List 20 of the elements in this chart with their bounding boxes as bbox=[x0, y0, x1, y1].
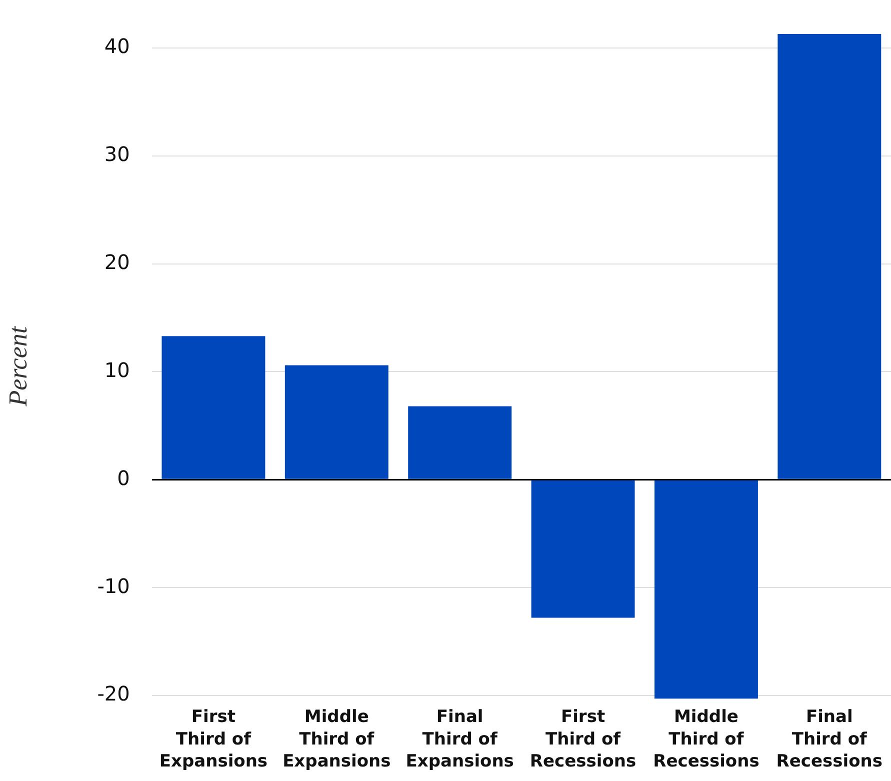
y-tick-label: 40 bbox=[104, 34, 130, 58]
bar bbox=[162, 336, 266, 479]
x-tick-label: Middle Third of Recessions bbox=[653, 707, 760, 772]
bar bbox=[531, 480, 635, 618]
bar bbox=[408, 406, 512, 479]
y-tick-label: 10 bbox=[104, 358, 130, 382]
bar bbox=[654, 480, 758, 699]
y-tick-label: 0 bbox=[117, 466, 130, 490]
x-tick-label: Middle Third of Expansions bbox=[282, 707, 391, 772]
bar bbox=[778, 34, 882, 479]
y-tick-label: 20 bbox=[104, 250, 130, 274]
x-tick-label: First Third of Expansions bbox=[159, 707, 268, 772]
y-tick-label: -10 bbox=[97, 574, 130, 598]
x-tick-label: Final Third of Recessions bbox=[776, 707, 883, 772]
y-tick-label: 30 bbox=[104, 142, 130, 166]
x-tick-label: First Third of Recessions bbox=[530, 707, 636, 772]
x-tick-label: Final Third of Expansions bbox=[406, 707, 514, 772]
y-axis-title: Percent bbox=[3, 326, 32, 408]
bar bbox=[284, 365, 388, 479]
y-tick-label: -20 bbox=[97, 682, 130, 706]
